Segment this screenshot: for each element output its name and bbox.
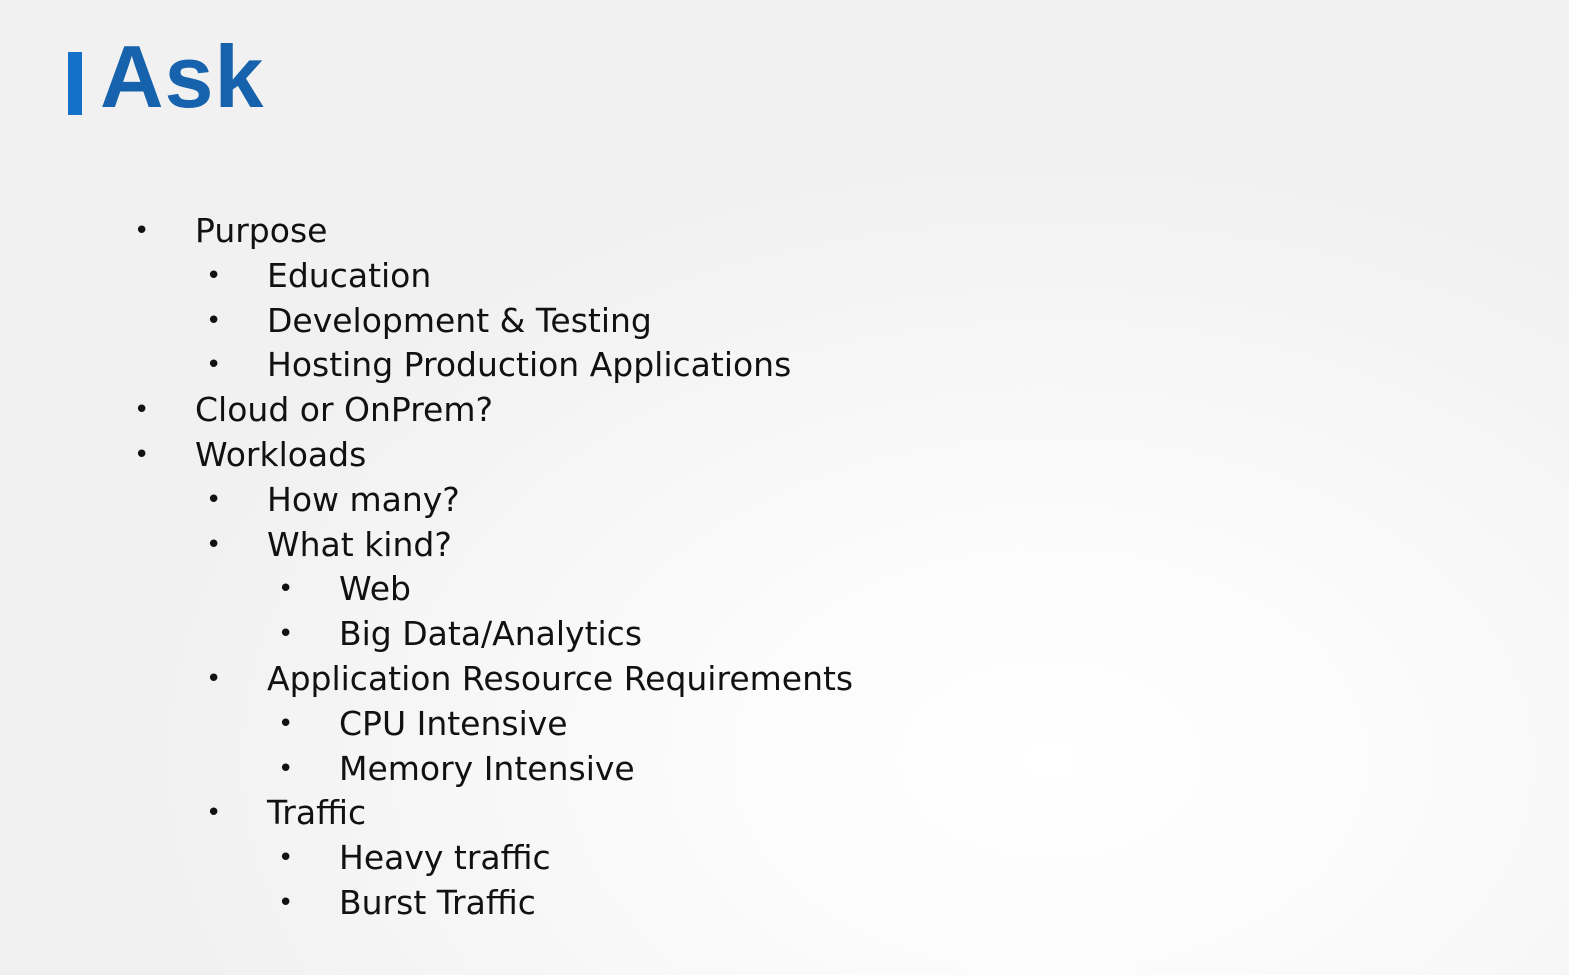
bullet-dot: • bbox=[278, 843, 294, 874]
bullet-text: Application Resource Requirements bbox=[267, 658, 854, 698]
bullet-dot: • bbox=[206, 260, 222, 291]
bullet-text: Big Data/Analytics bbox=[339, 614, 643, 654]
bullet-text: Purpose bbox=[195, 211, 328, 250]
bullet-dot: • bbox=[278, 574, 294, 605]
bullet-text: Burst Traffic bbox=[339, 882, 536, 922]
bullet-dot: • bbox=[278, 619, 294, 650]
bullet-dot: • bbox=[278, 708, 294, 739]
bullet-text: Cloud or OnPrem? bbox=[195, 390, 494, 430]
bullet-dot: • bbox=[278, 887, 294, 918]
bullet-text: Memory Intensive bbox=[339, 748, 635, 788]
title-accent-bar bbox=[68, 52, 82, 115]
bullet-text: How many? bbox=[267, 479, 460, 519]
bullet-dot: • bbox=[134, 395, 150, 426]
slide-title: Ask bbox=[100, 27, 265, 126]
bullet-text: CPU Intensive bbox=[339, 703, 568, 743]
bullet-text: Development & Testing bbox=[267, 300, 652, 340]
bullet-dot: • bbox=[206, 798, 222, 829]
bullet-text: Heavy traffic bbox=[339, 838, 551, 878]
bullet-text: Hosting Production Applications bbox=[267, 345, 792, 385]
bullet-text: Education bbox=[267, 255, 432, 295]
bullet-dot: • bbox=[206, 350, 222, 381]
bullet-dot: • bbox=[206, 529, 222, 560]
bullet-dot: • bbox=[134, 216, 150, 246]
bullet-dot: • bbox=[206, 305, 222, 336]
bullet-text: Workloads bbox=[195, 434, 367, 474]
bullet-dot: • bbox=[134, 439, 150, 470]
bullet-dot: • bbox=[206, 663, 222, 694]
bullet-dot: • bbox=[206, 484, 222, 515]
bullet-text: What kind? bbox=[267, 524, 452, 564]
bullet-dot: • bbox=[278, 753, 294, 784]
bullet-text: Traffic bbox=[267, 793, 367, 833]
bullet-text: Web bbox=[339, 569, 411, 609]
